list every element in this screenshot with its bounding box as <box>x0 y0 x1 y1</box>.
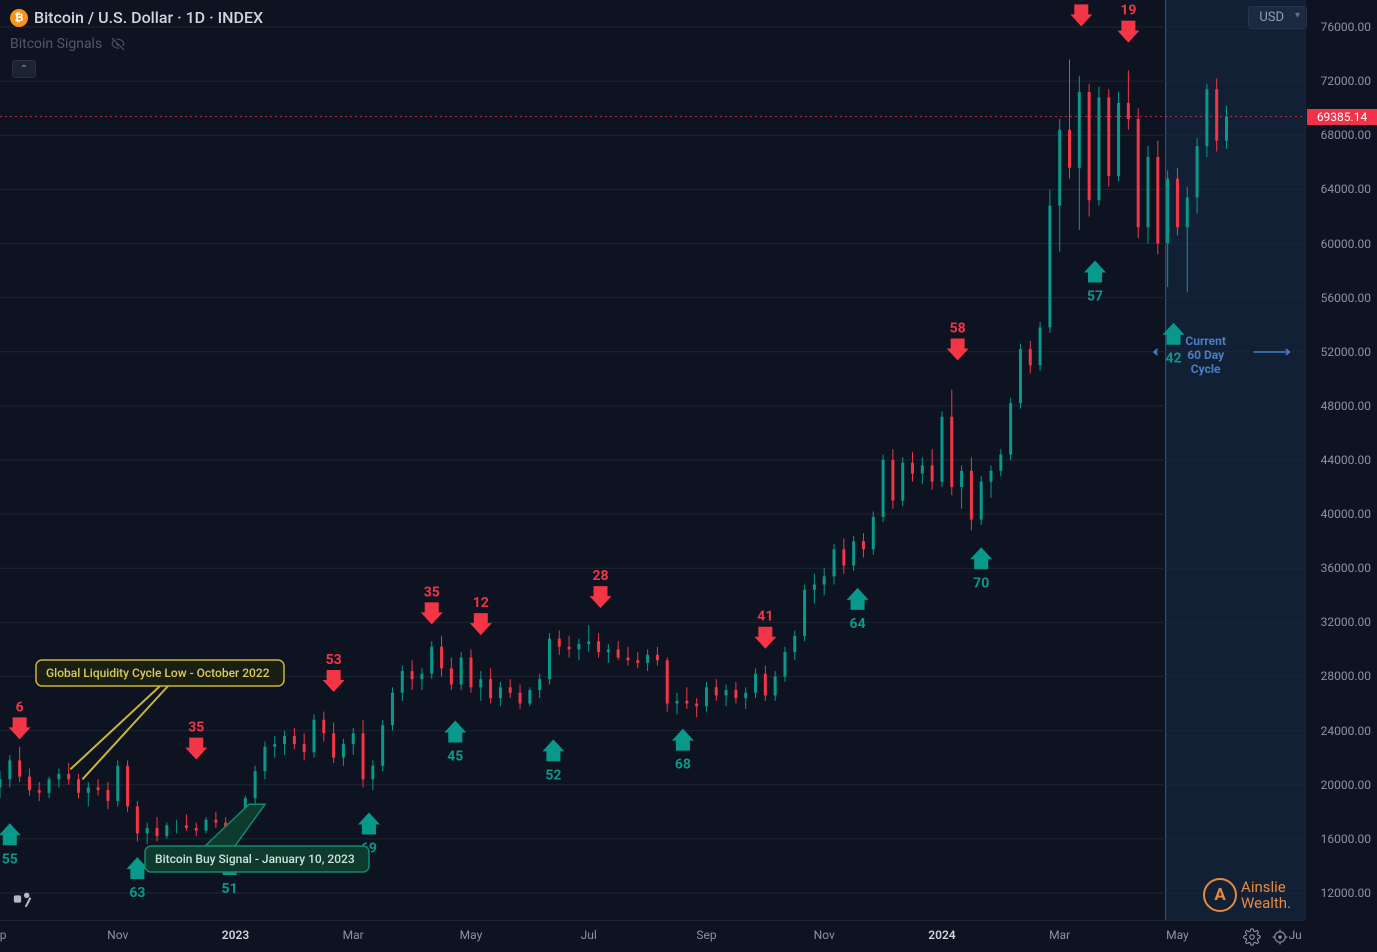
sell-arrow: 35 <box>185 720 207 760</box>
sell-arrow: 28 <box>589 568 611 608</box>
x-tick: Mar <box>1049 928 1070 942</box>
svg-text:Global Liquidity Cycle Low - O: Global Liquidity Cycle Low - October 202… <box>46 666 270 680</box>
svg-text:45: 45 <box>447 748 463 764</box>
svg-text:41: 41 <box>757 609 773 625</box>
y-tick: 24000.00 <box>1321 724 1371 738</box>
sell-arrow: 41 <box>754 609 776 649</box>
y-tick: 64000.00 <box>1321 182 1371 196</box>
sell-arrow: 51 <box>1070 0 1092 26</box>
sell-arrow: 19 <box>1117 3 1139 43</box>
svg-text:28: 28 <box>592 568 608 584</box>
y-tick: 12000.00 <box>1321 886 1371 900</box>
y-tick: 68000.00 <box>1321 128 1371 142</box>
svg-text:57: 57 <box>1087 288 1103 304</box>
svg-text:35: 35 <box>188 720 204 736</box>
tradingview-logo <box>12 888 34 910</box>
y-tick: 44000.00 <box>1321 453 1371 467</box>
buy-arrow: 70 <box>970 547 992 591</box>
liquidity-callout: Global Liquidity Cycle Low - October 202… <box>36 660 284 779</box>
buy-signal-callout: Bitcoin Buy Signal - January 10, 2023 <box>145 804 369 872</box>
chart-title[interactable]: Bitcoin / U.S. Dollar · 1D · INDEX <box>34 8 263 27</box>
svg-text:Cycle: Cycle <box>1191 362 1221 376</box>
x-axis[interactable]: ep Nov 2023 Mar May Jul Sep Nov 2024 Mar May Ju <box>0 920 1305 952</box>
y-tick: 76000.00 <box>1321 20 1371 34</box>
y-tick: 36000.00 <box>1321 561 1371 575</box>
svg-text:42: 42 <box>1165 351 1181 367</box>
svg-text:35: 35 <box>424 584 440 600</box>
x-tick: Sep <box>696 928 716 942</box>
y-axis[interactable]: 76000.00 72000.00 68000.00 64000.00 60000.00… <box>1305 0 1377 920</box>
ainslie-text: AinslieWealth. <box>1241 879 1291 912</box>
target-icon[interactable] <box>1271 928 1289 946</box>
sell-arrow: 53 <box>323 652 345 692</box>
svg-text:64: 64 <box>850 616 866 632</box>
buy-arrow: 52 <box>542 739 564 783</box>
svg-text:53: 53 <box>326 652 342 668</box>
svg-text:51: 51 <box>1073 0 1089 2</box>
price-chart[interactable]: 6355335122841585119556351694552686470574… <box>0 0 1305 920</box>
sell-arrow: 6 <box>9 699 31 739</box>
svg-text:55: 55 <box>2 851 18 867</box>
buy-arrow: 45 <box>444 720 466 764</box>
svg-text:19: 19 <box>1120 3 1136 19</box>
svg-text:58: 58 <box>950 321 966 337</box>
svg-text:Bitcoin Buy Signal - January 1: Bitcoin Buy Signal - January 10, 2023 <box>155 852 355 866</box>
svg-text:Current: Current <box>1185 334 1226 348</box>
svg-text:70: 70 <box>973 575 989 591</box>
svg-text:51: 51 <box>222 881 238 897</box>
y-tick: 60000.00 <box>1321 237 1371 251</box>
buy-arrow: 64 <box>847 588 869 632</box>
y-tick: 28000.00 <box>1321 669 1371 683</box>
sell-arrow: 35 <box>421 584 443 624</box>
buy-arrow: 68 <box>672 729 694 773</box>
svg-text:63: 63 <box>129 885 145 901</box>
y-tick: 56000.00 <box>1321 291 1371 305</box>
x-tick: Jul <box>581 928 597 942</box>
sell-arrow: 58 <box>947 321 969 361</box>
bitcoin-icon: ₿ <box>10 9 28 27</box>
x-tick: 2023 <box>222 928 249 942</box>
y-tick: 40000.00 <box>1321 507 1371 521</box>
buy-arrow: 55 <box>0 823 21 867</box>
x-tick: Mar <box>343 928 364 942</box>
svg-text:6: 6 <box>16 699 24 715</box>
y-tick: 16000.00 <box>1321 832 1371 846</box>
x-tick: Nov <box>814 928 835 942</box>
buy-arrow: 57 <box>1084 260 1106 304</box>
ainslie-wealth-logo: A AinslieWealth. <box>1203 878 1291 912</box>
y-tick: 20000.00 <box>1321 778 1371 792</box>
gear-icon[interactable] <box>1243 928 1261 946</box>
x-tick: May <box>1166 928 1189 942</box>
current-price-label: 69385.14 <box>1307 109 1377 125</box>
y-tick: 48000.00 <box>1321 399 1371 413</box>
ainslie-icon: A <box>1203 878 1237 912</box>
x-tick: May <box>460 928 483 942</box>
x-tick: Ju <box>1289 928 1302 942</box>
y-tick: 32000.00 <box>1321 615 1371 629</box>
y-tick: 52000.00 <box>1321 345 1371 359</box>
y-tick: 72000.00 <box>1321 74 1371 88</box>
sell-arrow: 12 <box>470 595 492 635</box>
chart-header: ₿ Bitcoin / U.S. Dollar · 1D · INDEX <box>10 8 263 27</box>
svg-text:12: 12 <box>473 595 489 611</box>
x-tick: 2024 <box>928 928 955 942</box>
x-tick: Nov <box>107 928 128 942</box>
svg-text:60 Day: 60 Day <box>1187 348 1225 362</box>
svg-text:68: 68 <box>675 757 691 773</box>
x-tick: ep <box>0 928 7 942</box>
svg-text:52: 52 <box>545 767 561 783</box>
